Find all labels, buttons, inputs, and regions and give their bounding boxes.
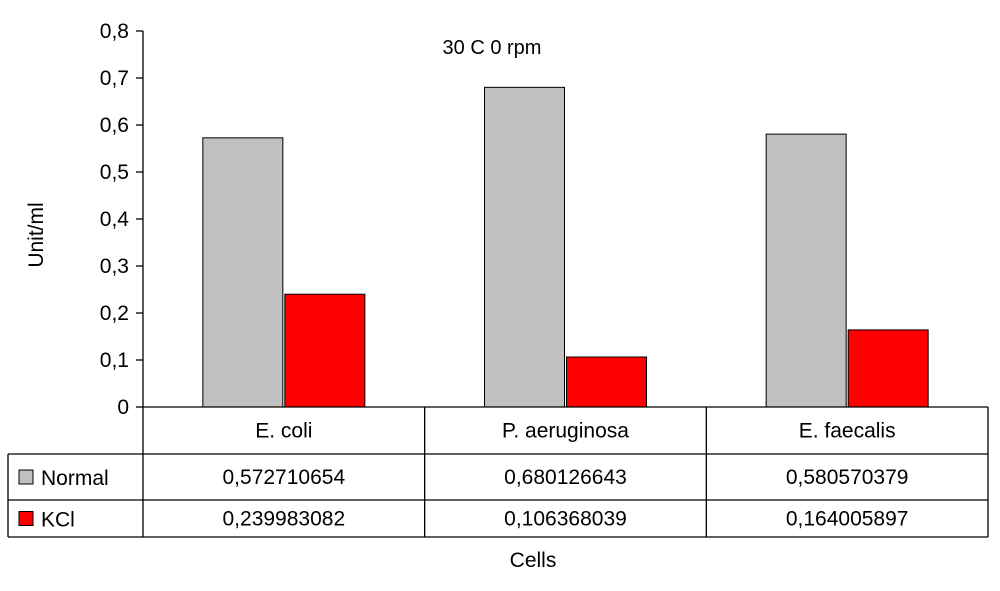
data-label: 0,239983082 bbox=[223, 508, 346, 531]
data-label: 0,680126643 bbox=[504, 466, 627, 489]
data-table: E. coli P. aeruginosa E. faecalis Normal 0,5… bbox=[7, 406, 989, 538]
y-tick-label: 0,6 bbox=[100, 114, 129, 137]
legend-label: Normal bbox=[41, 467, 109, 490]
x-axis-label: Cells bbox=[510, 549, 557, 572]
data-label: 0,164005897 bbox=[786, 508, 909, 531]
legend-label: KCl bbox=[41, 509, 75, 532]
y-axis: 0 0,1 0,2 0,3 0,4 0,5 0,6 0,7 0,8 bbox=[100, 20, 144, 419]
y-axis-label: Unit/ml bbox=[25, 202, 48, 267]
x-tick-label: E. coli bbox=[255, 420, 312, 443]
data-label: 0,572710654 bbox=[223, 466, 346, 489]
bar-normal-p-aeruginosa bbox=[484, 86, 565, 408]
chart-title: 30 C 0 rpm bbox=[443, 37, 542, 59]
bar-kcl-p-aeruginosa bbox=[566, 356, 647, 408]
bar-kcl-e-faecalis bbox=[847, 329, 929, 408]
x-tick-label: E. faecalis bbox=[799, 420, 896, 443]
bar-normal-e-coli bbox=[202, 137, 284, 408]
y-tick-label: 0 bbox=[117, 396, 129, 419]
y-tick-label: 0,1 bbox=[100, 349, 129, 372]
y-tick-label: 0,4 bbox=[100, 208, 130, 231]
bar-normal-e-faecalis bbox=[765, 133, 847, 408]
x-tick-label: P. aeruginosa bbox=[502, 420, 629, 443]
legend-swatch-normal bbox=[18, 469, 34, 485]
y-tick-label: 0,8 bbox=[100, 20, 129, 43]
y-tick-label: 0,5 bbox=[100, 161, 129, 184]
y-tick-label: 0,7 bbox=[100, 67, 129, 90]
y-tick-label: 0,3 bbox=[100, 255, 129, 278]
bar-kcl-e-coli bbox=[284, 293, 366, 408]
bars bbox=[202, 86, 929, 408]
data-label: 0,580570379 bbox=[786, 466, 909, 489]
legend-swatch-kcl bbox=[18, 511, 34, 526]
data-label: 0,106368039 bbox=[504, 508, 627, 531]
y-tick-label: 0,2 bbox=[100, 302, 129, 325]
